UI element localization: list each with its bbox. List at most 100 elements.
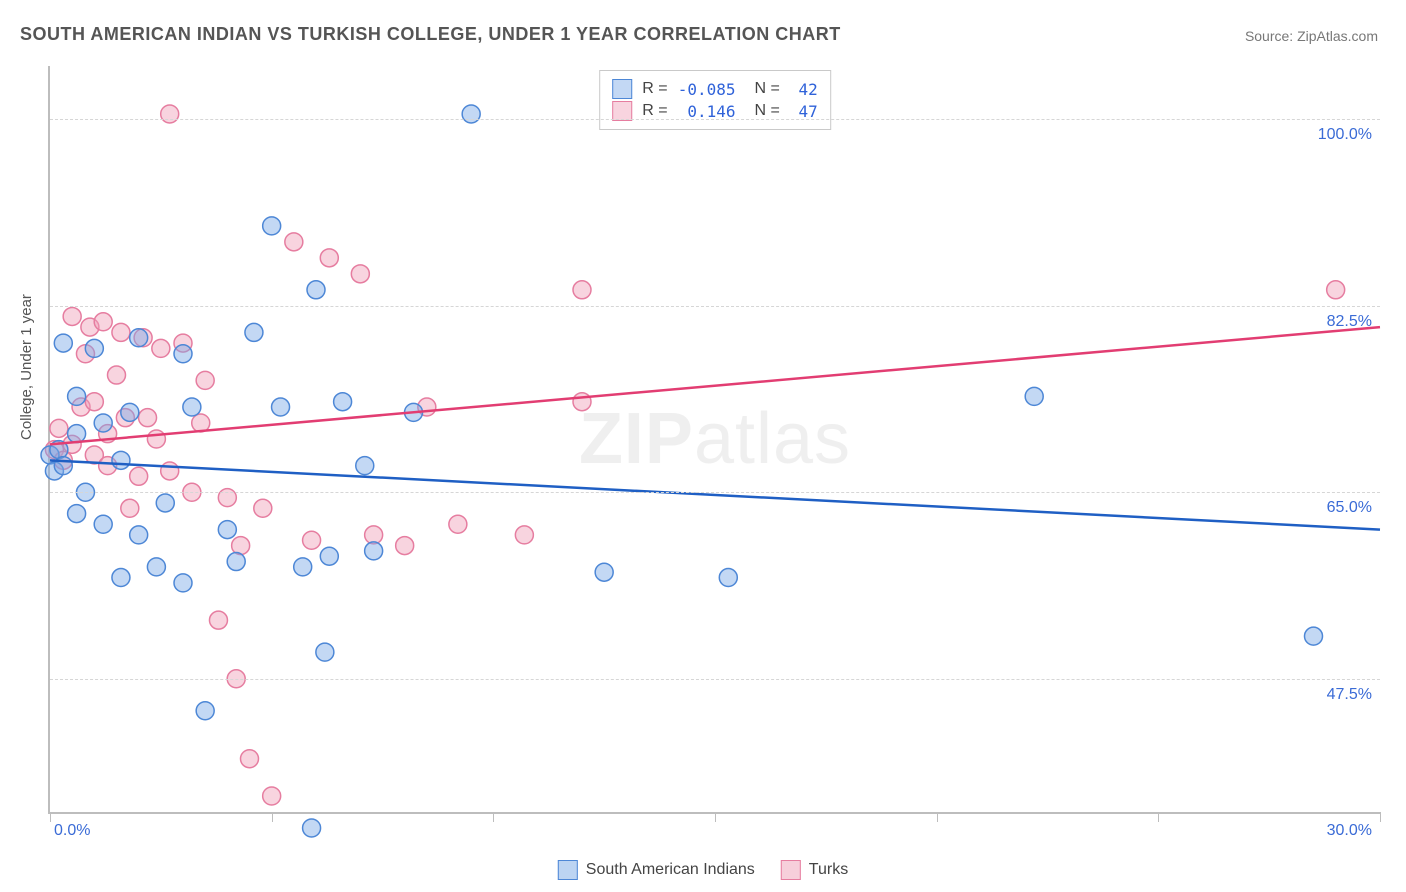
data-point [130,526,148,544]
data-point [68,505,86,523]
data-point [515,526,533,544]
gridline [50,679,1380,680]
x-max-label: 30.0% [1327,822,1372,840]
data-point [85,339,103,357]
legend-label: South American Indians [586,861,755,879]
regression-line [50,460,1380,529]
chart-title: SOUTH AMERICAN INDIAN VS TURKISH COLLEGE… [20,24,841,45]
data-point [54,334,72,352]
correlation-stats-box: R = -0.085 N = 42 R = 0.146 N = 47 [599,70,831,130]
y-tick-label: 65.0% [1327,499,1372,517]
data-point [147,430,165,448]
data-point [573,281,591,299]
data-point [196,702,214,720]
data-point [130,467,148,485]
data-point [334,393,352,411]
y-axis-title: College, Under 1 year [18,294,35,440]
data-point [183,398,201,416]
data-point [227,553,245,571]
gridline [50,492,1380,493]
data-point [1327,281,1345,299]
data-point [449,515,467,533]
data-point [365,542,383,560]
data-point [130,329,148,347]
data-point [152,339,170,357]
data-point [68,425,86,443]
y-tick-label: 100.0% [1318,126,1372,144]
data-point [139,409,157,427]
stat-n-label: N = [746,80,780,98]
x-tick [493,812,494,822]
data-point [156,494,174,512]
stat-r-label: R = [642,102,667,120]
y-tick-label: 47.5% [1327,686,1372,704]
x-tick [937,812,938,822]
data-point [263,787,281,805]
data-point [320,249,338,267]
data-point [161,462,179,480]
data-point [303,531,321,549]
x-tick [50,812,51,822]
data-point [1025,387,1043,405]
legend-item: Turks [781,860,848,880]
data-point [307,281,325,299]
plot-svg [50,66,1380,812]
legend-label: Turks [809,861,848,879]
data-point [112,451,130,469]
data-point [94,414,112,432]
data-point [303,819,321,837]
data-point [63,307,81,325]
x-tick [272,812,273,822]
data-point [54,457,72,475]
series-swatch [612,101,632,121]
data-point [174,574,192,592]
data-point [1305,627,1323,645]
gridline [50,119,1380,120]
data-point [50,419,68,437]
stat-n-value: 47 [790,102,818,121]
data-point [232,537,250,555]
stat-r-label: R = [642,80,667,98]
data-point [94,515,112,533]
source-attribution: Source: ZipAtlas.com [1245,28,1378,44]
series-swatch [612,79,632,99]
scatter-plot-area: ZIPatlas R =-0.085 N =42R =0.146 N =47 1… [48,66,1380,814]
data-point [94,313,112,331]
x-tick [715,812,716,822]
data-point [121,499,139,517]
stat-r-value: -0.085 [678,80,736,99]
data-point [316,643,334,661]
data-point [112,323,130,341]
stat-r-value: 0.146 [678,102,736,121]
data-point [68,387,86,405]
regression-line [50,327,1380,444]
data-point [121,403,139,421]
data-point [254,499,272,517]
legend-item: South American Indians [558,860,755,880]
stat-n-value: 42 [790,80,818,99]
stat-row: R = 0.146 N = 47 [612,101,818,121]
data-point [320,547,338,565]
data-point [241,750,259,768]
data-point [294,558,312,576]
data-point [263,217,281,235]
data-point [196,371,214,389]
data-point [356,457,374,475]
x-tick [1380,812,1381,822]
data-point [272,398,290,416]
data-point [108,366,126,384]
data-point [245,323,263,341]
stat-row: R = -0.085 N = 42 [612,79,818,99]
x-min-label: 0.0% [54,822,90,840]
data-point [85,393,103,411]
data-point [595,563,613,581]
data-point [719,569,737,587]
x-tick [1158,812,1159,822]
data-point [112,569,130,587]
stat-n-label: N = [746,102,780,120]
gridline [50,306,1380,307]
data-point [396,537,414,555]
legend-swatch [781,860,801,880]
data-point [573,393,591,411]
data-point [351,265,369,283]
